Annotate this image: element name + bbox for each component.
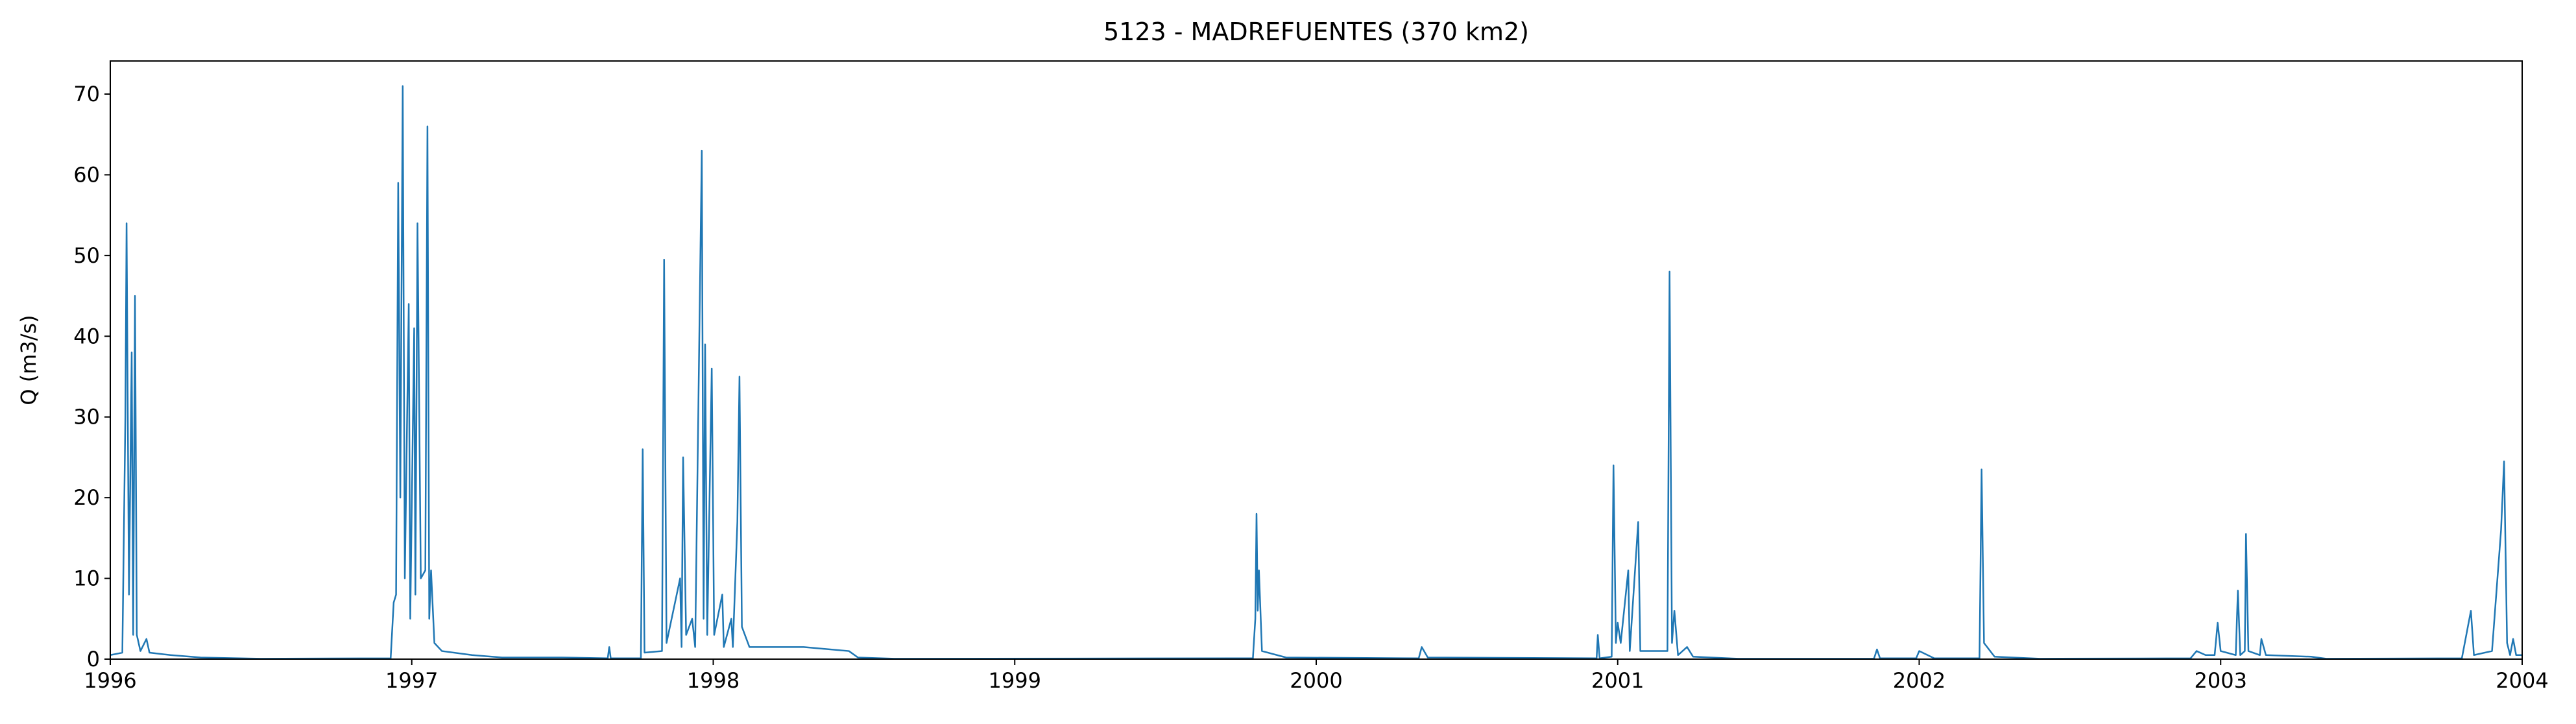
x-tick-label: 2003	[2195, 668, 2247, 693]
y-tick-label: 70	[73, 82, 100, 106]
y-tick-label: 30	[73, 405, 100, 429]
x-tick-label: 2000	[1290, 668, 1342, 693]
y-tick-label: 20	[73, 485, 100, 510]
x-tick-label: 1996	[84, 668, 136, 693]
x-tick-label: 2002	[1893, 668, 1945, 693]
x-tick-label: 1997	[385, 668, 438, 693]
x-tick-label: 2004	[2496, 668, 2548, 693]
plot-frame	[110, 60, 2523, 660]
y-tick-label: 0	[87, 647, 100, 671]
y-tick-label: 60	[73, 162, 100, 187]
y-tick-label: 10	[73, 566, 100, 591]
x-tick-label: 1999	[989, 668, 1041, 693]
x-tick-label: 2001	[1591, 668, 1644, 693]
chart-title: 5123 - MADREFUENTES (370 km2)	[1103, 18, 1529, 46]
y-tick-label: 50	[73, 243, 100, 268]
x-tick-label: 1998	[687, 668, 740, 693]
y-tick-label: 40	[73, 324, 100, 348]
y-axis-label: Q (m3/s)	[16, 315, 41, 405]
